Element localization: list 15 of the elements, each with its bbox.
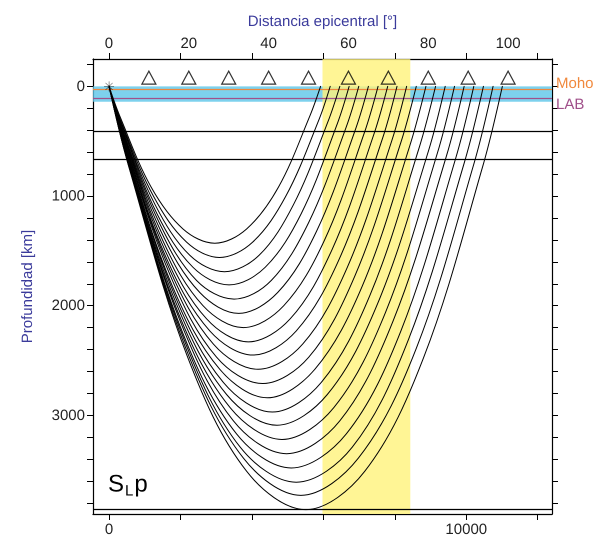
x2-tick-label: 40 <box>260 35 277 52</box>
x2-tick-label: 60 <box>340 35 357 52</box>
ref-line-label: LAB <box>556 96 584 113</box>
x2-tick-label: 0 <box>104 35 114 52</box>
y-tick-label: 1000 <box>52 188 85 205</box>
x2-tick-label: 100 <box>496 35 521 52</box>
x2-axis-title: Distancia epicentral [°] <box>248 13 398 30</box>
ref-line-label: Moho <box>556 75 594 92</box>
x2-tick-label: 80 <box>420 35 437 52</box>
x2-tick-label: 20 <box>180 35 198 52</box>
x-tick-label: 10000 <box>445 521 488 537</box>
y-tick-label: 3000 <box>52 406 85 424</box>
y-tick-label: 2000 <box>52 297 85 314</box>
y-tick-label: 0 <box>76 78 85 95</box>
y-axis-title: Profundidad [km] <box>19 230 36 344</box>
